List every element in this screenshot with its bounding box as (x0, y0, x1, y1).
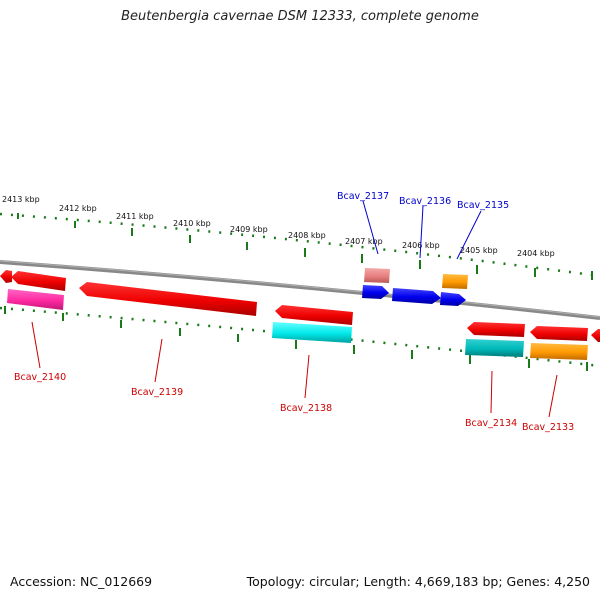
gene-bcav-2134[interactable] (465, 339, 524, 357)
kbp-label: 2410 kbp (173, 219, 211, 228)
gene-label-bcav-2135: Bcav_2135 (457, 200, 509, 211)
gene-bcav-2136[interactable] (392, 288, 441, 304)
gene-bcav-2135[interactable] (442, 274, 468, 289)
kbp-label: 2412 kbp (59, 204, 97, 213)
kbp-label: 2405 kbp (460, 246, 498, 255)
kbp-label: 2409 kbp (230, 225, 268, 234)
accession-text: Accession: NC_012669 (10, 574, 153, 589)
gene-arrow[interactable] (79, 282, 257, 316)
genome-backbone (0, 260, 600, 320)
gene-label-bcav-2139: Bcav_2139 (131, 387, 183, 398)
gene-label-bcav-2137: Bcav_2137 (337, 191, 389, 202)
gene-arrow[interactable] (467, 322, 525, 337)
forward-scale-ticks (17, 213, 593, 280)
gene-label-bcav-2134: Bcav_2134 (465, 418, 517, 429)
leader-lines (31, 200, 558, 418)
forward-scale-dots (0, 212, 600, 278)
gene-labels: Bcav_2137 Bcav_2136 Bcav_2135 Bcav_2140 … (14, 191, 574, 433)
kbp-label: 2407 kbp (345, 237, 383, 246)
topology-text: Topology: circular; Length: 4,669,183 bp… (246, 574, 590, 589)
gene-arrow[interactable] (440, 292, 466, 306)
gene-arrow[interactable] (0, 270, 12, 283)
kbp-label: 2413 kbp (2, 195, 40, 204)
kbp-label: 2404 kbp (517, 249, 555, 258)
gene-label-bcav-2136: Bcav_2136 (399, 196, 451, 207)
forward-strand-genes (362, 268, 468, 306)
kbp-label: 2411 kbp (116, 212, 154, 221)
gene-label-bcav-2138: Bcav_2138 (280, 403, 332, 414)
gene-arrow[interactable] (275, 305, 353, 325)
gene-bcav-2140[interactable] (7, 289, 64, 310)
reverse-colored-genes (7, 289, 588, 360)
kbp-label: 2408 kbp (288, 231, 326, 240)
gene-bcav-2138[interactable] (272, 322, 352, 343)
reverse-scale-ticks (4, 306, 588, 371)
gene-arrow[interactable] (362, 285, 389, 299)
gene-label-bcav-2133: Bcav_2133 (522, 422, 574, 433)
genome-title: Beutenbergia cavernae DSM 12333, complet… (121, 9, 479, 24)
gene-arrow[interactable] (11, 271, 66, 291)
gene-arrow[interactable] (530, 326, 588, 341)
reverse-strand-genes (0, 270, 600, 342)
gene-arrow[interactable] (591, 329, 600, 342)
gene-bcav-2137[interactable] (364, 268, 390, 283)
gene-label-bcav-2140: Bcav_2140 (14, 372, 66, 383)
gene-bcav-2133[interactable] (530, 343, 588, 360)
